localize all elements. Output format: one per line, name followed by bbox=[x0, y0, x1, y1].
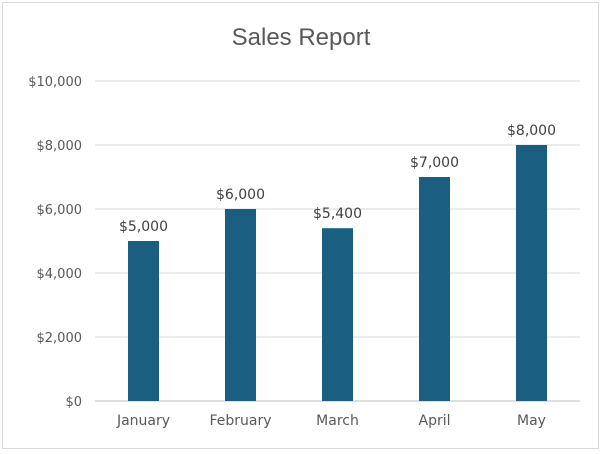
bar bbox=[516, 145, 547, 401]
bar bbox=[419, 177, 450, 401]
chart-frame bbox=[2, 2, 599, 449]
y-axis-ticks: $0 $2,000 $4,000 $6,000 $8,000 $10,000 bbox=[28, 75, 82, 410]
y-tick-label: $2,000 bbox=[37, 331, 83, 346]
data-label: $5,000 bbox=[119, 219, 168, 235]
bars bbox=[128, 145, 547, 401]
x-axis-ticks: January February March April May bbox=[116, 413, 546, 429]
bar bbox=[322, 228, 353, 401]
x-tick-label: April bbox=[419, 413, 451, 429]
data-label: $5,400 bbox=[313, 206, 362, 222]
gridlines bbox=[95, 80, 580, 402]
bar bbox=[128, 241, 159, 401]
data-label: $8,000 bbox=[507, 123, 556, 139]
data-labels: $5,000 $6,000 $5,400 $7,000 $8,000 bbox=[119, 123, 556, 235]
data-label: $7,000 bbox=[410, 155, 459, 171]
x-tick-label: February bbox=[209, 413, 271, 429]
data-label: $6,000 bbox=[216, 187, 265, 203]
y-tick-label: $8,000 bbox=[37, 139, 83, 154]
y-tick-label: $6,000 bbox=[37, 203, 83, 218]
chart-title: Sales Report bbox=[232, 24, 371, 51]
x-tick-label: January bbox=[116, 413, 170, 429]
x-tick-label: March bbox=[316, 413, 359, 429]
y-tick-label: $4,000 bbox=[37, 267, 83, 282]
y-tick-label: $0 bbox=[65, 395, 82, 410]
bar bbox=[225, 209, 256, 401]
y-tick-label: $10,000 bbox=[28, 75, 82, 90]
x-tick-label: May bbox=[517, 413, 546, 429]
